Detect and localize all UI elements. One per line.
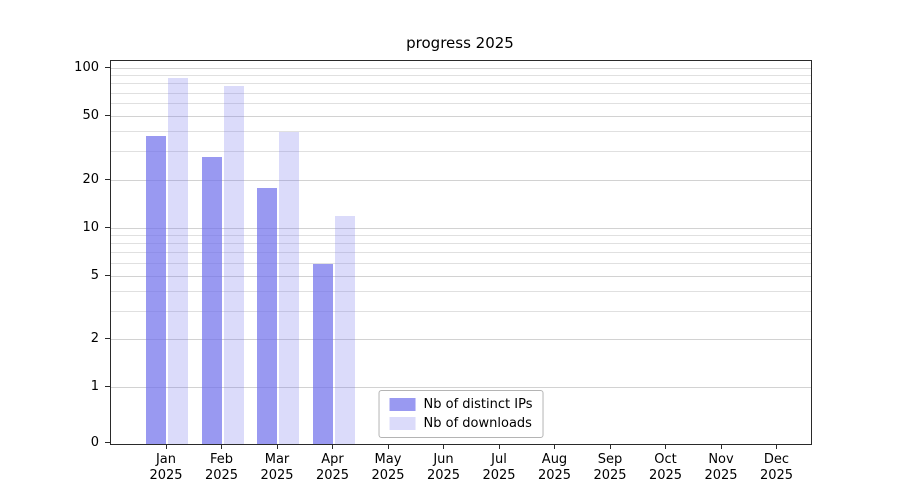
bar-downloads-mar <box>279 132 299 444</box>
y-tick-mark <box>105 67 110 69</box>
y-tick-label: 5 <box>90 267 99 283</box>
y-tick-mark <box>105 386 110 388</box>
x-tick-label-jul: Jul 2025 <box>482 452 516 483</box>
gridline <box>111 275 811 277</box>
gridline <box>111 92 811 94</box>
y-axis: 0 1 2 5 10 20 50 100 <box>0 60 110 450</box>
plot-area: Nb of distinct IPs Nb of downloads <box>110 60 812 445</box>
x-tick-mark <box>332 444 333 449</box>
y-tick-mark <box>105 226 110 228</box>
x-tick-label-dec: Dec 2025 <box>759 452 794 483</box>
gridline <box>111 68 811 70</box>
gridline <box>111 179 811 181</box>
x-tick-label-jun: Jun 2025 <box>426 452 461 483</box>
x-tick-mark <box>554 444 555 449</box>
x-tick-label-feb: Feb 2025 <box>204 452 239 483</box>
x-tick-mark <box>276 444 278 449</box>
gridline <box>111 75 811 77</box>
bar-distinct-ips-feb <box>201 157 222 444</box>
y-tick-mark <box>105 274 110 276</box>
gridline <box>111 103 811 105</box>
gridline <box>111 151 811 153</box>
y-tick-label: 2 <box>90 331 99 346</box>
bar-distinct-ips-jan <box>146 136 166 444</box>
y-tick-mark <box>105 115 110 117</box>
x-tick-label-sep: Sep 2025 <box>593 452 627 483</box>
x-tick-mark <box>387 444 389 449</box>
gridline <box>111 387 811 389</box>
x-tick-label-mar: Mar 2025 <box>260 452 294 483</box>
x-tick-mark <box>221 444 222 449</box>
y-tick-label: 100 <box>74 60 99 76</box>
legend-swatch-downloads <box>389 417 416 430</box>
gridline <box>111 227 811 229</box>
y-tick-label: 50 <box>82 108 99 124</box>
x-tick-mark <box>776 444 777 449</box>
x-tick-label-oct: Oct 2025 <box>648 452 683 483</box>
gridline <box>111 262 811 264</box>
y-tick-mark <box>105 442 110 443</box>
x-tick-mark <box>720 444 722 449</box>
gridline <box>111 339 811 340</box>
bar-downloads-jan <box>168 77 188 444</box>
y-tick-label: 1 <box>90 379 99 395</box>
gridline <box>111 83 811 85</box>
x-tick-label-jan: Jan 2025 <box>149 452 183 483</box>
y-tick-mark <box>105 178 110 180</box>
x-tick-label-may: May 2025 <box>371 452 405 483</box>
gridline <box>111 131 811 133</box>
y-tick-label: 20 <box>82 171 99 187</box>
x-tick-label-apr: Apr 2025 <box>315 452 350 483</box>
x-tick-label-nov: Nov 2025 <box>704 452 738 483</box>
legend-entry: Nb of distinct IPs <box>389 397 533 412</box>
gridline <box>111 252 811 254</box>
x-tick-label-aug: Aug 2025 <box>537 452 572 483</box>
bar-downloads-feb <box>223 86 244 444</box>
legend: Nb of distinct IPs Nb of downloads <box>378 390 544 438</box>
gridline <box>111 242 811 244</box>
x-tick-mark <box>609 444 611 449</box>
y-tick-mark <box>105 338 110 339</box>
x-axis: Jan 2025 Feb 2025 Mar 2025 Apr 2025 May 2025 Jun 20… <box>110 444 810 494</box>
x-tick-mark <box>498 444 500 449</box>
legend-label: Nb of downloads <box>423 416 532 431</box>
gridline <box>111 290 811 292</box>
gridline <box>111 234 811 236</box>
gridline <box>111 310 811 312</box>
x-tick-mark <box>665 444 666 449</box>
x-tick-mark <box>443 444 444 449</box>
bar-downloads-apr <box>334 215 355 444</box>
y-tick-label: 10 <box>82 219 99 235</box>
legend-entry: Nb of downloads <box>389 416 533 431</box>
legend-swatch-distinct-ips <box>389 398 416 411</box>
bar-distinct-ips-apr <box>312 263 333 444</box>
gridline <box>111 116 811 118</box>
chart-title: progress 2025 <box>406 34 514 52</box>
x-tick-mark <box>165 444 167 449</box>
y-tick-label: 0 <box>90 435 99 450</box>
legend-label: Nb of distinct IPs <box>423 397 533 412</box>
bar-distinct-ips-mar <box>257 187 277 444</box>
